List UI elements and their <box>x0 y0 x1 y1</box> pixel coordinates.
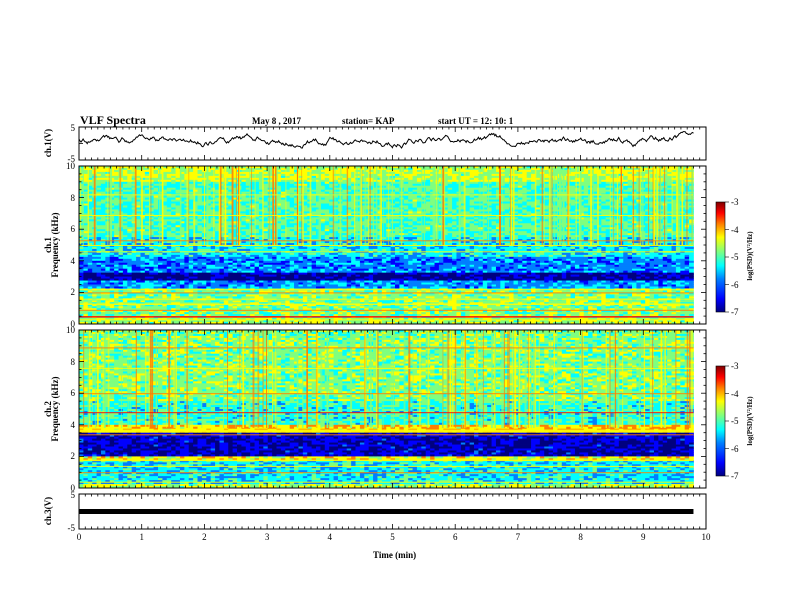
vlf-spectra-figure <box>0 0 792 612</box>
